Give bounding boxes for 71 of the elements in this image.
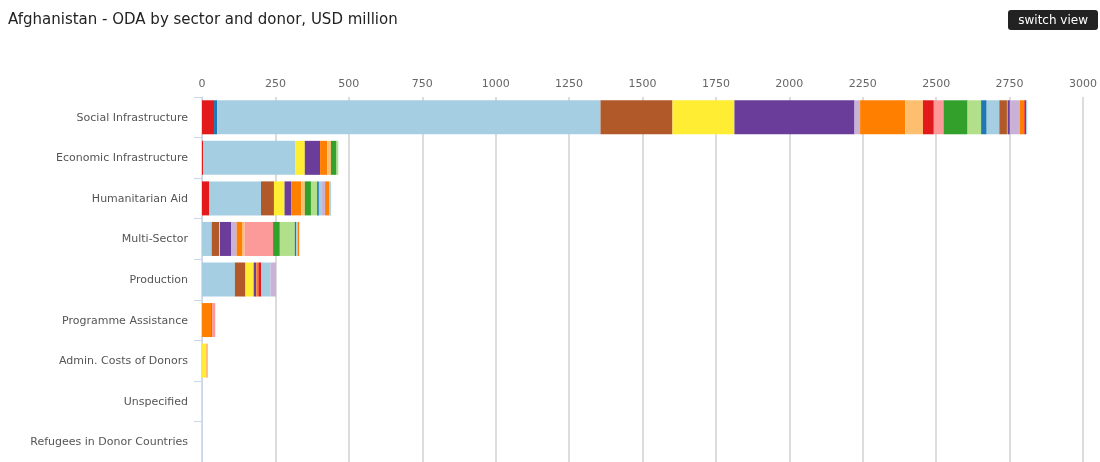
bar [986,100,1000,135]
y-tick-label: Social Infrastructure [76,110,189,124]
bar [234,262,246,297]
bar [1019,100,1025,135]
bar [320,140,328,175]
x-tick-label: 250 [264,77,286,90]
chart-title: Afghanistan - ODA by sector and donor, USD million [8,10,398,28]
bar [273,221,280,256]
x-tick-label: 2000 [775,77,804,90]
y-tick-label: Refugees in Donor Countries [30,435,189,449]
bar [600,100,673,135]
bar [214,100,218,135]
x-tick-label: 3000 [1069,77,1097,90]
text: switch view [1008,10,1098,30]
x-tick-label: 2750 [995,77,1024,90]
x-tick-label: 750 [411,77,433,90]
bar [304,181,311,216]
x-tick-label: 1250 [555,77,584,90]
bar [202,181,210,216]
bar [236,221,243,256]
bar [211,221,220,256]
bar [242,221,245,256]
bar [981,100,987,135]
y-tick-label: Admin. Costs of Donors [59,354,189,368]
bar [202,100,215,135]
bar [672,100,735,135]
bar [231,221,237,256]
y-tick-label: Programme Assistance [61,313,189,327]
bar [244,221,274,256]
x-tick-label: 1500 [628,77,657,90]
bar [202,221,212,256]
bar [261,262,271,297]
bar [279,221,295,256]
bar [273,181,285,216]
y-tick-label: Humanitarian Aid [91,191,188,205]
bar [734,100,855,135]
bar [321,181,326,216]
bar [295,140,305,175]
bar [860,100,906,135]
bar [999,100,1007,135]
bar [905,100,923,135]
bar [202,303,212,338]
bar [261,181,274,216]
bar [270,262,276,297]
bar [203,140,296,175]
bar [327,140,331,175]
x-tick-label: 0 [198,77,206,90]
y-tick-label: Economic Infrastructure [55,151,189,165]
x-tick-label: 1750 [701,77,730,90]
bar [209,181,262,216]
x-tick-label: 2250 [848,77,877,90]
bar [325,181,330,216]
y-tick-label: Production [129,273,189,286]
bar [310,181,318,216]
bar [202,262,235,297]
bar [304,140,321,175]
bar [291,181,302,216]
bar [217,100,601,135]
bar [967,100,982,135]
x-tick-label: 1000 [481,77,510,90]
x-tick-label: 500 [338,77,360,90]
bar [1009,100,1020,135]
bar [219,221,232,256]
bar [922,100,934,135]
bar [943,100,968,135]
bar [301,181,305,216]
bar [245,262,254,297]
bar [933,100,944,135]
y-tick-label: Multi-Sector [121,232,189,246]
x-tick-label: 2500 [922,77,951,90]
y-tick-label: Unspecified [123,394,188,408]
